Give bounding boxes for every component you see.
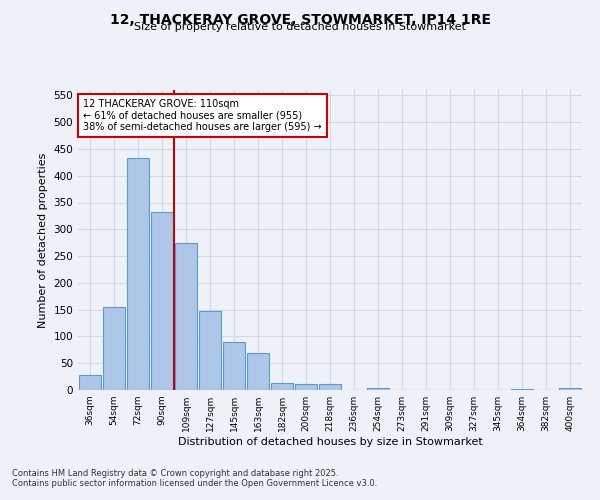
Bar xyxy=(367,388,389,390)
Bar xyxy=(79,375,101,390)
Bar xyxy=(247,352,269,390)
Bar xyxy=(175,242,197,390)
Bar xyxy=(151,212,173,390)
Text: Size of property relative to detached houses in Stowmarket: Size of property relative to detached ho… xyxy=(134,22,466,32)
Bar xyxy=(127,158,149,390)
Text: Contains HM Land Registry data © Crown copyright and database right 2025.: Contains HM Land Registry data © Crown c… xyxy=(12,468,338,477)
Text: 12, THACKERAY GROVE, STOWMARKET, IP14 1RE: 12, THACKERAY GROVE, STOWMARKET, IP14 1R… xyxy=(110,12,491,26)
Bar xyxy=(103,307,125,390)
Text: 12 THACKERAY GROVE: 110sqm
← 61% of detached houses are smaller (955)
38% of sem: 12 THACKERAY GROVE: 110sqm ← 61% of deta… xyxy=(83,99,322,132)
Bar xyxy=(559,388,581,390)
Bar xyxy=(199,310,221,390)
Bar xyxy=(223,342,245,390)
Bar xyxy=(319,384,341,390)
Bar xyxy=(295,384,317,390)
Bar xyxy=(511,389,533,390)
Text: Contains public sector information licensed under the Open Government Licence v3: Contains public sector information licen… xyxy=(12,478,377,488)
Bar xyxy=(271,383,293,390)
X-axis label: Distribution of detached houses by size in Stowmarket: Distribution of detached houses by size … xyxy=(178,437,482,447)
Y-axis label: Number of detached properties: Number of detached properties xyxy=(38,152,48,328)
